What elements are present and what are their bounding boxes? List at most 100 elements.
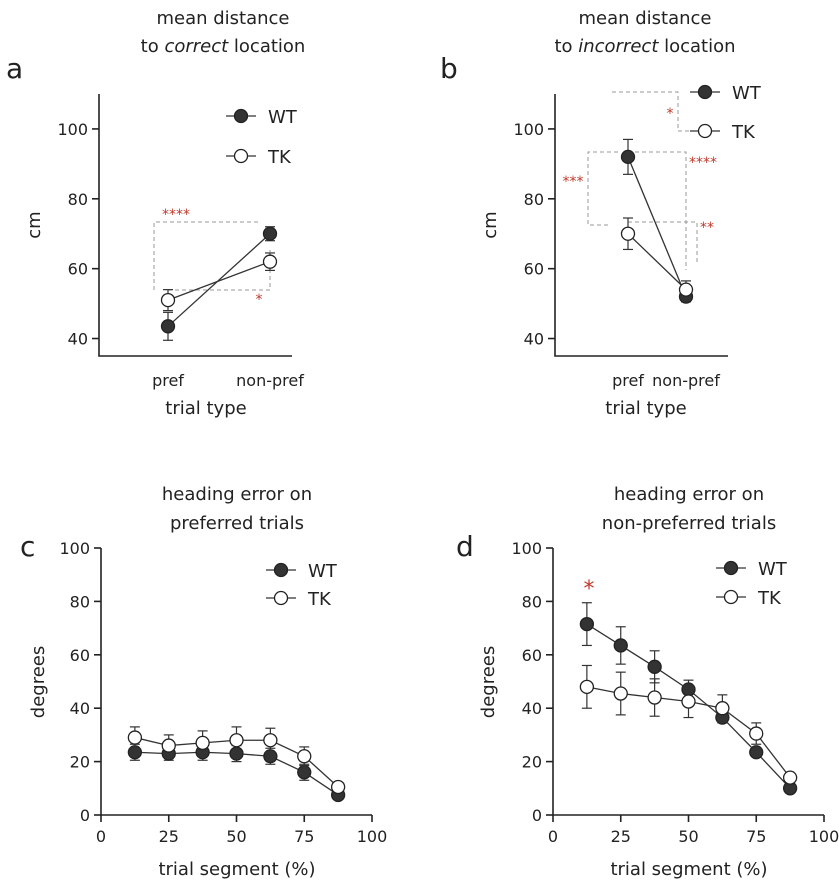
y-tick-label: 40 (522, 699, 542, 718)
data-point-tk (647, 690, 662, 705)
data-point-wt (647, 659, 662, 674)
sig-label-b-wt: **** (689, 155, 717, 171)
data-point-wt (613, 638, 628, 653)
bracket-b-legend (612, 91, 692, 132)
series-line-wt (627, 156, 687, 297)
legend-a-tk-label: TK (267, 147, 292, 168)
y-tick-label: 100 (511, 539, 542, 558)
legend-b-wt-marker (697, 84, 713, 100)
sig-label-a-tk: * (256, 292, 263, 308)
x-ticks-b: pref non-pref (612, 371, 720, 390)
x-tick-label: 100 (809, 827, 839, 846)
panel-letter-b: b (440, 52, 458, 85)
x-tick-label: pref (612, 371, 644, 390)
x-axis-label-a: trial type (165, 398, 246, 419)
significance-b: * *** **** ** (563, 91, 717, 270)
plot-b (620, 138, 694, 304)
legend-c-tk-marker (273, 590, 289, 606)
data-point-tk (161, 738, 176, 753)
axis-a (98, 94, 292, 357)
y-tick-label: 20 (70, 753, 90, 772)
legend-b-tk-label: TK (731, 122, 756, 143)
data-point-tk (195, 735, 210, 751)
y-tick-label: 40 (70, 699, 90, 718)
y-tick-label: 80 (524, 190, 544, 209)
y-tick-label: 60 (524, 260, 544, 279)
axis-c (100, 548, 372, 816)
axis-b (554, 94, 728, 357)
y-tick-label: 60 (68, 260, 88, 279)
x-tick-label: 0 (96, 827, 106, 846)
x-tick-label: 25 (611, 827, 631, 846)
data-point-tk (579, 679, 595, 694)
panel-letter-d: d (456, 530, 474, 563)
series-line-tk (167, 261, 271, 301)
legend-c-wt-label: WT (308, 561, 338, 582)
data-point-tk (613, 686, 628, 701)
title-c-line1: heading error on (162, 484, 312, 505)
x-tick-label: non-pref (652, 371, 720, 390)
data-point-tk (229, 733, 244, 748)
x-tick-label: 100 (357, 827, 388, 846)
y-ticks-a: 40 60 80 100 (57, 120, 99, 349)
plot-d (579, 602, 798, 796)
significance-a: **** * (153, 207, 271, 308)
panel-d: d heading error on non-preferred trials … (456, 484, 839, 880)
y-tick-label: 40 (524, 330, 544, 349)
y-tick-label: 100 (513, 120, 544, 139)
y-tick-label: 100 (57, 120, 88, 139)
data-point-tk (297, 749, 312, 764)
y-tick-label: 80 (70, 592, 90, 611)
x-ticks-d: 0 25 50 75 100 (548, 815, 839, 846)
bracket-a-tk (168, 250, 271, 291)
y-axis-label-a: cm (24, 211, 45, 238)
legend-d: WT TK (716, 559, 788, 609)
y-axis-label-c: degrees (28, 646, 49, 718)
data-point-wt (262, 226, 278, 241)
x-tick-label: 50 (226, 827, 246, 846)
panel-a: a mean distance to correct location 40 60… (6, 8, 305, 419)
legend-b: WT TK (690, 83, 762, 143)
y-tick-label: 60 (522, 646, 542, 665)
data-point-wt (579, 616, 595, 632)
data-point-tk (681, 694, 696, 709)
legend-c: WT TK (266, 561, 338, 610)
title-b-line2: to incorrect location (554, 36, 735, 57)
data-point-tk (749, 726, 764, 741)
x-tick-label: 75 (746, 827, 766, 846)
panel-letter-a: a (6, 52, 23, 85)
panel-letter-c: c (20, 530, 35, 563)
panel-c: c heading error on preferred trials 0 20 4… (20, 484, 387, 880)
legend-c-wt-marker (273, 562, 289, 578)
series-line-tk (627, 233, 687, 291)
data-point-wt (297, 765, 312, 780)
title-d-line1: heading error on (614, 484, 764, 505)
title-b-part2: location (658, 36, 735, 57)
title-a-line2: to correct location (141, 36, 306, 57)
x-axis-label-b: trial type (605, 398, 686, 419)
data-point-wt (620, 149, 636, 165)
title-a-part2: location (228, 36, 305, 57)
sig-label-a-wt: **** (162, 207, 190, 223)
bracket-b-tk (628, 221, 698, 262)
y-tick-label: 60 (70, 646, 90, 665)
title-a-emph: correct (164, 36, 229, 57)
data-point-tk (160, 292, 176, 308)
legend-d-tk-label: TK (757, 588, 782, 609)
legend-a-wt-label: WT (268, 107, 298, 128)
sig-label-b-legend: * (667, 106, 674, 122)
data-point-tk (678, 282, 694, 297)
y-tick-label: 20 (522, 753, 542, 772)
y-tick-label: 0 (80, 806, 90, 825)
legend-c-tk-label: TK (307, 589, 332, 610)
data-point-tk (782, 770, 798, 785)
sig-label-d: * (584, 577, 595, 602)
x-tick-label: 25 (159, 827, 179, 846)
title-c-line2: preferred trials (170, 513, 304, 534)
data-point-wt (160, 319, 176, 334)
y-ticks-d: 0 20 40 60 80 100 (511, 539, 553, 825)
title-b-line1: mean distance (578, 8, 711, 29)
y-tick-label: 80 (522, 592, 542, 611)
